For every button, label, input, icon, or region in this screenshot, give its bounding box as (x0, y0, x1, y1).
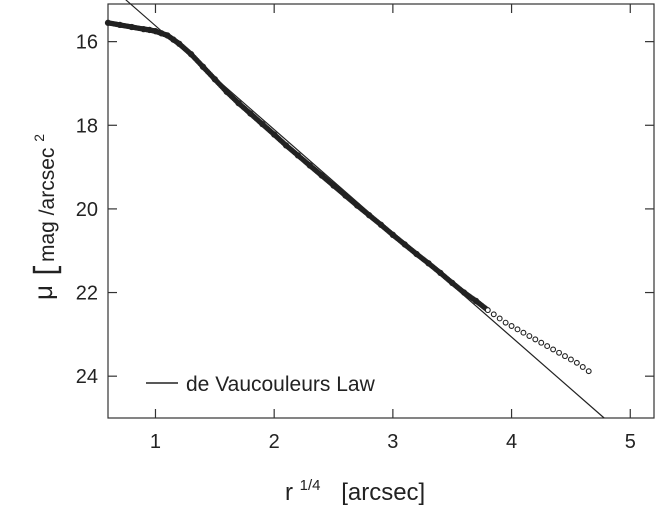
y-axis-ticks: 16 18 20 22 24 (76, 32, 654, 388)
data-points (104, 19, 592, 375)
data-point (526, 333, 533, 339)
x-tick-label: 1 (150, 431, 161, 453)
legend: de Vaucouleurs Law (146, 373, 376, 396)
x-axis-label: r 1/4 [arcsec] (285, 469, 425, 506)
x-axis-label-superscript: 1/4 (300, 477, 321, 494)
x-tick-label: 3 (387, 431, 398, 453)
data-point (520, 329, 527, 336)
data-point (532, 336, 539, 343)
y-tick-label: 20 (76, 199, 98, 221)
data-point (567, 356, 574, 363)
plot-frame (107, 3, 655, 419)
data-point (556, 349, 562, 356)
data-point (514, 326, 521, 333)
y-axis-label-units-text: mag /arcsec (36, 148, 59, 262)
legend-label: de Vaucouleurs Law (186, 373, 376, 396)
x-axis-label-units: [arcsec] (341, 479, 425, 506)
y-axis-label-units: mag /arcsec 2 (31, 134, 59, 262)
de-vaucouleurs-fit-line (125, 0, 605, 419)
y-tick-label: 22 (76, 283, 98, 305)
y-axis-label: μ mag /arcsec 2 (28, 134, 62, 300)
y-axis-label-bracket (32, 266, 62, 274)
data-point (496, 315, 503, 322)
x-axis-ticks: 1 2 3 4 5 (150, 4, 636, 453)
data-point (573, 359, 580, 366)
x-tick-label: 5 (625, 431, 636, 453)
data-point (490, 311, 497, 318)
y-tick-label: 24 (76, 366, 98, 388)
y-axis-label-units-superscript: 2 (31, 134, 47, 142)
data-point (585, 368, 592, 375)
data-point (538, 339, 545, 346)
data-point (562, 353, 568, 360)
y-tick-label: 18 (76, 115, 98, 137)
x-tick-label: 2 (269, 431, 280, 453)
data-point (550, 346, 557, 353)
data-point (544, 343, 551, 350)
data-point (508, 323, 515, 329)
y-tick-label: 16 (76, 32, 98, 54)
x-tick-label: 4 (506, 431, 517, 453)
data-point (502, 319, 509, 326)
data-point (484, 307, 491, 314)
y-axis-label-symbol: μ (28, 285, 58, 300)
x-axis-label-main: r (285, 479, 293, 506)
data-point (579, 364, 586, 370)
